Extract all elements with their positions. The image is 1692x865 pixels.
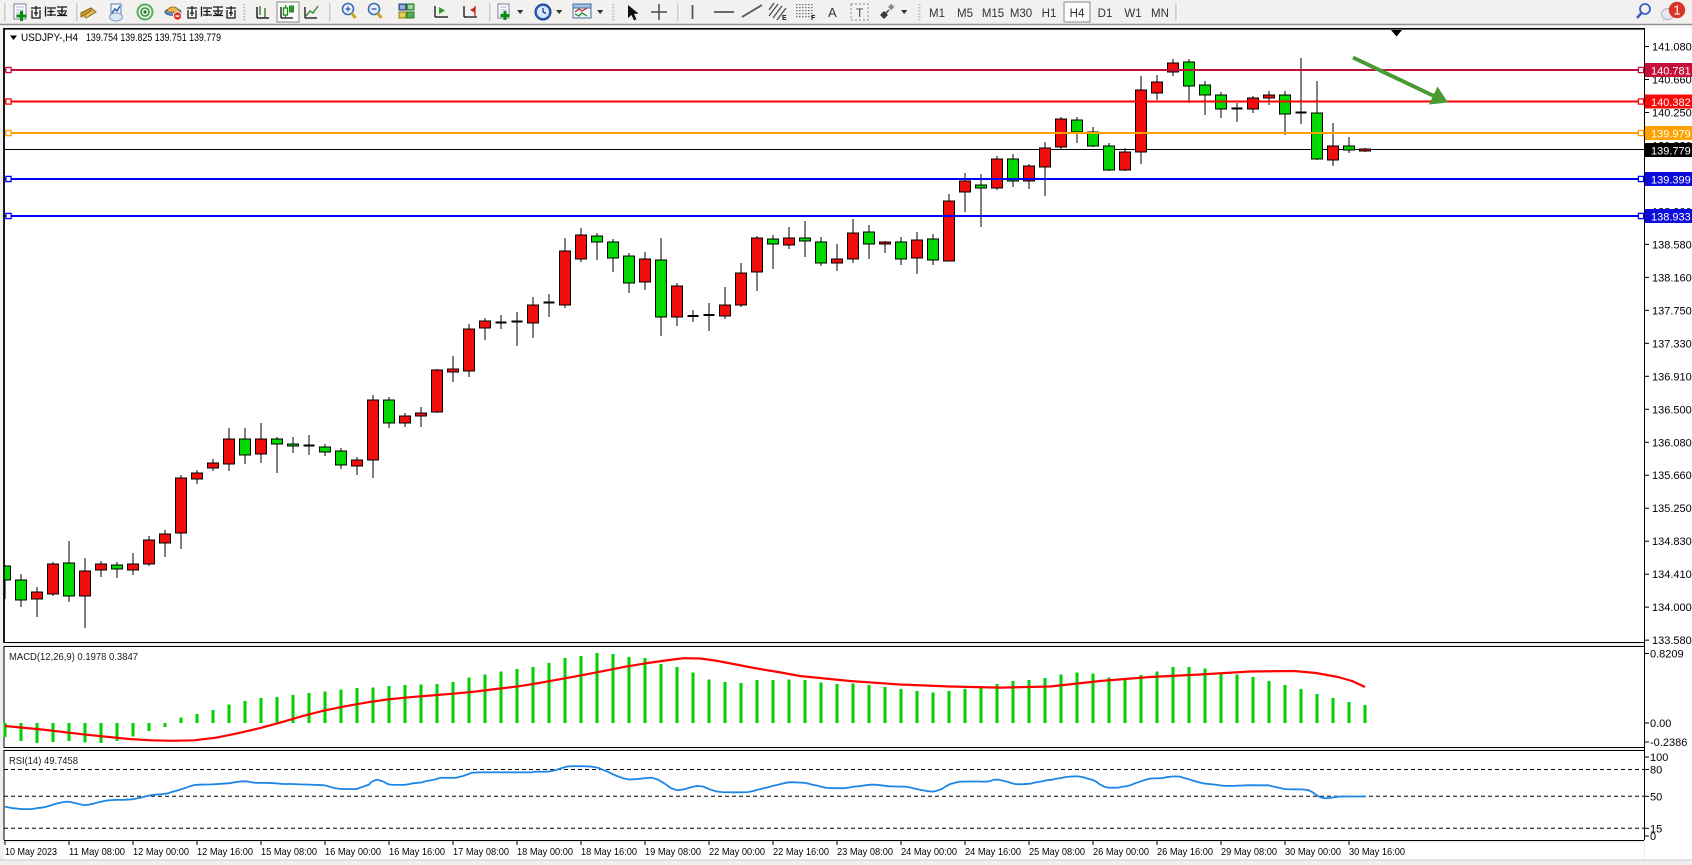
svg-text:11 May 08:00: 11 May 08:00 — [69, 846, 125, 858]
svg-text:18 May 16:00: 18 May 16:00 — [581, 846, 637, 858]
svg-text:137.330: 137.330 — [1652, 338, 1692, 350]
svg-text:136.080: 136.080 — [1652, 437, 1692, 449]
svg-text:H1: H1 — [1042, 8, 1057, 20]
svg-text:134.000: 134.000 — [1652, 602, 1692, 614]
svg-text:139.754 139.825 139.751 139.77: 139.754 139.825 139.751 139.779 — [86, 32, 221, 44]
svg-text:USDJPY-,H4: USDJPY-,H4 — [21, 32, 78, 44]
svg-text:133.580: 133.580 — [1652, 635, 1692, 647]
svg-text:F: F — [811, 15, 816, 22]
svg-text:30 May 00:00: 30 May 00:00 — [1285, 846, 1341, 858]
svg-text:26 May 00:00: 26 May 00:00 — [1093, 846, 1149, 858]
svg-text:M1: M1 — [929, 8, 945, 20]
svg-text:139.779: 139.779 — [1651, 146, 1691, 158]
svg-text:138.933: 138.933 — [1651, 212, 1691, 224]
svg-text:12 May 16:00: 12 May 16:00 — [197, 846, 253, 858]
svg-text:H4: H4 — [1070, 8, 1085, 20]
svg-text:25 May 08:00: 25 May 08:00 — [1029, 846, 1085, 858]
svg-text:140.660: 140.660 — [1652, 74, 1692, 86]
svg-text:RSI(14) 49.7458: RSI(14) 49.7458 — [9, 755, 78, 767]
svg-text:15 May 08:00: 15 May 08:00 — [261, 846, 317, 858]
svg-text:D1: D1 — [1098, 8, 1113, 20]
svg-text:E: E — [782, 15, 787, 22]
svg-text:0.00: 0.00 — [1650, 718, 1671, 730]
svg-text:17 May 08:00: 17 May 08:00 — [453, 846, 509, 858]
svg-text:1: 1 — [1673, 3, 1680, 18]
svg-text:M5: M5 — [957, 8, 973, 20]
svg-text:12 May 00:00: 12 May 00:00 — [133, 846, 189, 858]
svg-text:26 May 16:00: 26 May 16:00 — [1157, 846, 1213, 858]
svg-text:140.781: 140.781 — [1651, 66, 1691, 78]
svg-text:T: T — [856, 6, 864, 20]
svg-text:138.160: 138.160 — [1652, 272, 1692, 284]
svg-text:24 May 16:00: 24 May 16:00 — [965, 846, 1021, 858]
svg-text:136.500: 136.500 — [1652, 404, 1692, 416]
svg-text:-0.2386: -0.2386 — [1650, 737, 1687, 749]
svg-text:24 May 00:00: 24 May 00:00 — [901, 846, 957, 858]
svg-text:16 May 00:00: 16 May 00:00 — [325, 846, 381, 858]
svg-text:134.410: 134.410 — [1652, 569, 1692, 581]
svg-text:139.979: 139.979 — [1651, 129, 1691, 141]
svg-text:10 May 2023: 10 May 2023 — [5, 846, 57, 858]
svg-text:29 May 08:00: 29 May 08:00 — [1221, 846, 1277, 858]
svg-text:18 May 00:00: 18 May 00:00 — [517, 846, 573, 858]
svg-text:140.382: 140.382 — [1651, 97, 1691, 109]
svg-text:MACD(12,26,9) 0.1978 0.3847: MACD(12,26,9) 0.1978 0.3847 — [9, 651, 138, 663]
svg-text:0: 0 — [1650, 831, 1656, 843]
svg-text:M15: M15 — [982, 8, 1004, 20]
svg-text:16 May 16:00: 16 May 16:00 — [389, 846, 445, 858]
svg-text:M30: M30 — [1010, 8, 1032, 20]
svg-text:134.830: 134.830 — [1652, 536, 1692, 548]
svg-text:135.660: 135.660 — [1652, 470, 1692, 482]
svg-text:141.080: 141.080 — [1652, 42, 1692, 54]
svg-text:137.750: 137.750 — [1652, 305, 1692, 317]
svg-text:50: 50 — [1650, 791, 1662, 803]
svg-text:140.250: 140.250 — [1652, 107, 1692, 119]
svg-text:138.580: 138.580 — [1652, 239, 1692, 251]
svg-text:22 May 16:00: 22 May 16:00 — [773, 846, 829, 858]
svg-text:135.250: 135.250 — [1652, 503, 1692, 515]
svg-text:139.399: 139.399 — [1651, 175, 1691, 187]
svg-text:30 May 16:00: 30 May 16:00 — [1349, 846, 1405, 858]
svg-text:A: A — [828, 5, 837, 20]
svg-text:23 May 08:00: 23 May 08:00 — [837, 846, 893, 858]
svg-text:W1: W1 — [1124, 8, 1141, 20]
svg-text:22 May 00:00: 22 May 00:00 — [709, 846, 765, 858]
svg-text:19 May 08:00: 19 May 08:00 — [645, 846, 701, 858]
svg-text:136.910: 136.910 — [1652, 371, 1692, 383]
svg-text:15: 15 — [1650, 823, 1662, 835]
svg-text:80: 80 — [1650, 765, 1662, 777]
svg-text:0.8209: 0.8209 — [1650, 649, 1684, 661]
svg-text:MN: MN — [1151, 8, 1169, 20]
svg-text:100: 100 — [1650, 752, 1668, 764]
